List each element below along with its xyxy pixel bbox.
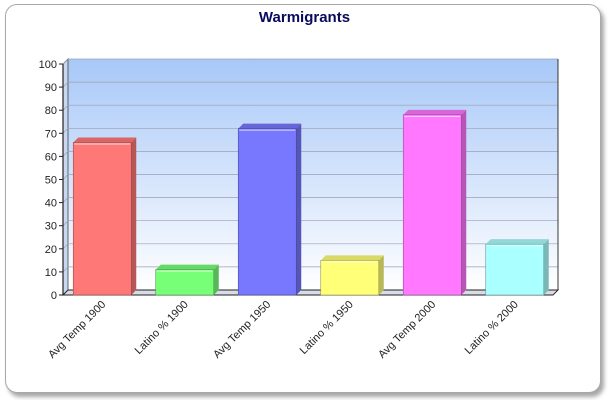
- bar-side: [296, 123, 302, 296]
- y-tick-label: 20: [45, 244, 57, 256]
- y-tick-label: 0: [51, 290, 57, 302]
- bar-top: [485, 239, 549, 245]
- x-category-label: Avg Temp 2000: [376, 299, 438, 361]
- x-category-label: Latino % 1950: [298, 299, 356, 357]
- bar: [237, 123, 302, 296]
- x-category-label: Latino % 1900: [133, 299, 191, 357]
- gridline: [62, 174, 558, 180]
- gridline: [62, 220, 558, 226]
- bar-top: [403, 109, 467, 115]
- y-tick-label: 80: [45, 105, 57, 117]
- bar: [485, 239, 549, 296]
- bar-side: [543, 239, 549, 295]
- y-tick-label: 30: [45, 221, 57, 233]
- x-category-label: Avg Temp 1950: [211, 299, 273, 361]
- y-tick-label: 60: [45, 151, 57, 163]
- y-tick-label: 40: [45, 198, 57, 210]
- y-tick-label: 100: [39, 59, 57, 71]
- gridline: [62, 197, 558, 203]
- bar-side: [131, 137, 137, 295]
- gridline: [62, 127, 558, 134]
- bar: [402, 109, 467, 296]
- x-category-label: Latino % 2000: [463, 299, 521, 357]
- gridline: [62, 104, 558, 111]
- bar-front: [155, 269, 215, 296]
- bar-front: [402, 114, 462, 296]
- y-tick-label: 70: [45, 128, 57, 140]
- bar: [72, 137, 137, 296]
- bar-top: [73, 137, 137, 143]
- bar-top: [320, 255, 384, 261]
- bar-side: [378, 255, 384, 295]
- gridline: [62, 81, 558, 88]
- bar-front: [320, 260, 380, 296]
- gridline: [62, 266, 558, 273]
- gridline: [62, 151, 558, 157]
- bar: [320, 255, 384, 296]
- x-category-label: Avg Temp 1900: [46, 299, 108, 361]
- bar-top: [238, 123, 302, 129]
- bar-side: [461, 109, 467, 295]
- x-axis-floor: [61, 289, 560, 296]
- gridline: [62, 243, 558, 250]
- gridline: [62, 58, 558, 65]
- bar-front: [237, 128, 297, 296]
- bar-top: [155, 264, 219, 270]
- bar-side: [213, 264, 219, 295]
- chart-title: Warmigrants: [258, 9, 351, 26]
- y-tick-label: 10: [45, 267, 57, 279]
- bar: [155, 264, 219, 296]
- y-tick-label: 90: [45, 82, 57, 94]
- y-tick-label: 50: [45, 175, 57, 187]
- bar-front: [72, 142, 132, 296]
- bar-front: [485, 243, 545, 296]
